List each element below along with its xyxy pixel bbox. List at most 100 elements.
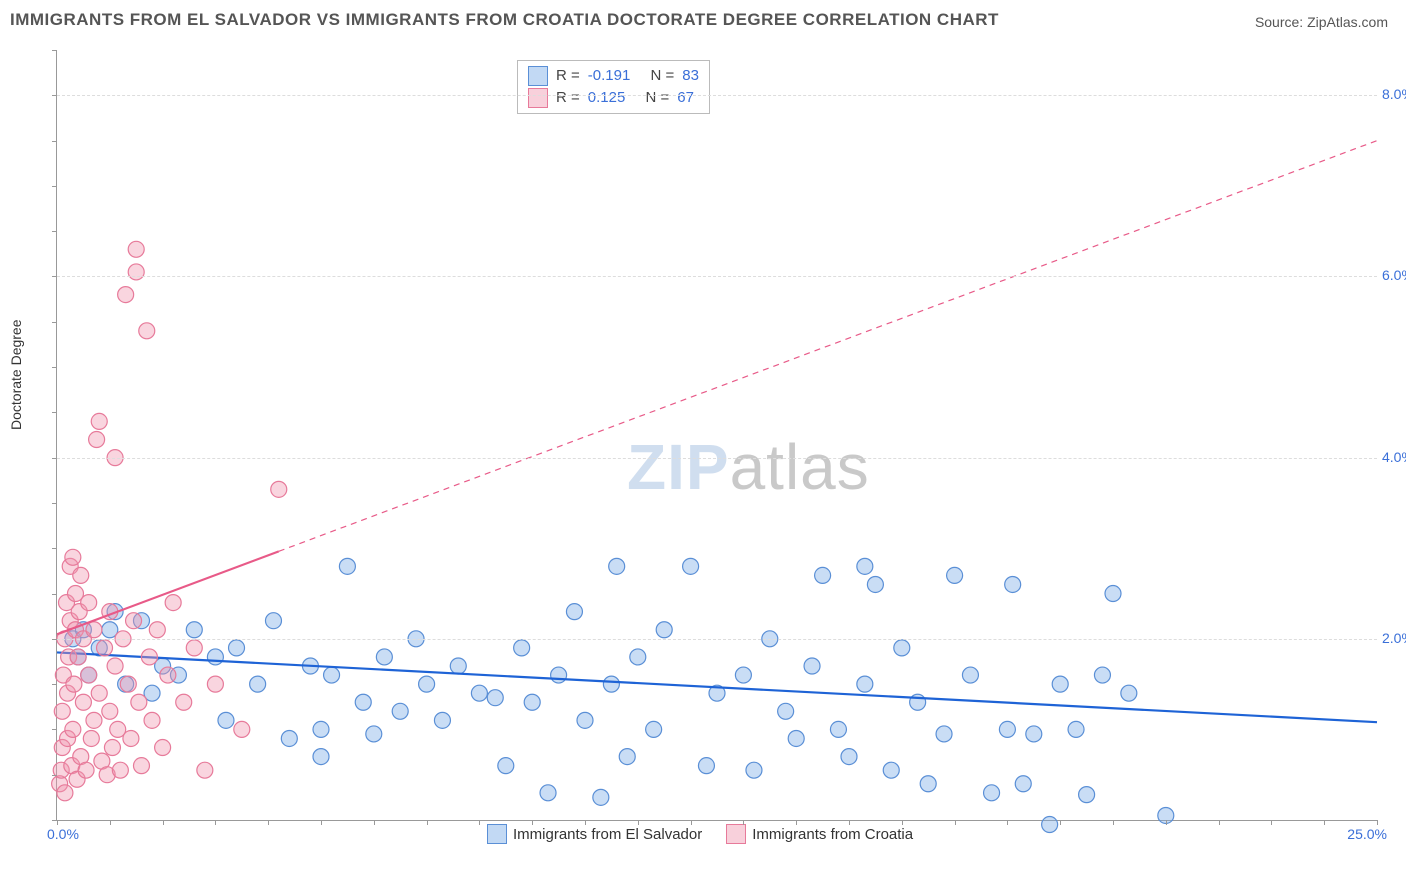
data-point-el_salvador <box>1079 787 1095 803</box>
y-tick-label: 4.0% <box>1382 449 1406 465</box>
data-point-el_salvador <box>804 658 820 674</box>
gridline <box>57 458 1377 459</box>
data-point-croatia <box>149 622 165 638</box>
data-point-croatia <box>65 549 81 565</box>
x-tick-mark <box>427 820 428 825</box>
x-tick-mark <box>1219 820 1220 825</box>
data-point-el_salvador <box>603 676 619 692</box>
data-point-el_salvador <box>498 758 514 774</box>
data-point-el_salvador <box>524 694 540 710</box>
gridline <box>57 639 1377 640</box>
data-point-el_salvador <box>1121 685 1137 701</box>
x-tick-mark <box>902 820 903 825</box>
data-point-croatia <box>65 721 81 737</box>
y-tick-mark <box>52 50 57 51</box>
trendline-croatia <box>57 551 279 634</box>
data-point-el_salvador <box>593 789 609 805</box>
data-point-croatia <box>86 712 102 728</box>
source-label: Source: <box>1255 14 1307 30</box>
x-tick-mark <box>796 820 797 825</box>
data-point-el_salvador <box>830 721 846 737</box>
data-point-el_salvador <box>746 762 762 778</box>
data-point-el_salvador <box>962 667 978 683</box>
y-tick-mark <box>52 231 57 232</box>
y-tick-mark <box>52 141 57 142</box>
x-tick-mark <box>1113 820 1114 825</box>
y-tick-mark <box>52 322 57 323</box>
data-point-el_salvador <box>419 676 435 692</box>
y-tick-mark <box>52 548 57 549</box>
data-point-croatia <box>176 694 192 710</box>
data-point-croatia <box>123 730 139 746</box>
data-point-croatia <box>207 676 223 692</box>
x-tick-mark <box>374 820 375 825</box>
data-point-croatia <box>118 287 134 303</box>
data-point-el_salvador <box>883 762 899 778</box>
x-tick-mark <box>110 820 111 825</box>
data-point-croatia <box>107 658 123 674</box>
data-point-el_salvador <box>857 676 873 692</box>
data-point-croatia <box>144 712 160 728</box>
x-tick-mark <box>268 820 269 825</box>
data-point-el_salvador <box>619 749 635 765</box>
data-point-croatia <box>112 762 128 778</box>
data-point-el_salvador <box>1026 726 1042 742</box>
y-tick-mark <box>52 503 57 504</box>
data-point-croatia <box>73 567 89 583</box>
data-point-croatia <box>234 721 250 737</box>
y-tick-mark <box>52 684 57 685</box>
data-point-el_salvador <box>471 685 487 701</box>
x-tick-mark <box>585 820 586 825</box>
chart-container: { "title": "IMMIGRANTS FROM EL SALVADOR … <box>0 0 1406 892</box>
data-point-croatia <box>81 595 97 611</box>
x-tick-mark <box>1377 820 1378 825</box>
data-point-croatia <box>97 640 113 656</box>
data-point-croatia <box>66 676 82 692</box>
data-point-el_salvador <box>841 749 857 765</box>
y-tick-mark <box>52 458 57 459</box>
y-tick-mark <box>52 639 57 640</box>
data-point-croatia <box>89 432 105 448</box>
data-point-el_salvador <box>656 622 672 638</box>
data-point-el_salvador <box>936 726 952 742</box>
data-point-el_salvador <box>630 649 646 665</box>
x-tick-mark <box>1166 820 1167 825</box>
source-attribution: Source: ZipAtlas.com <box>1255 14 1388 30</box>
y-tick-mark <box>52 729 57 730</box>
data-point-croatia <box>102 703 118 719</box>
x-tick-mark <box>1007 820 1008 825</box>
data-point-el_salvador <box>1105 586 1121 602</box>
data-point-el_salvador <box>698 758 714 774</box>
data-point-el_salvador <box>540 785 556 801</box>
trendline-ext-croatia <box>279 141 1377 552</box>
data-point-el_salvador <box>355 694 371 710</box>
y-tick-label: 2.0% <box>1382 630 1406 646</box>
legend-label-croatia: Immigrants from Croatia <box>752 826 913 843</box>
data-point-el_salvador <box>609 558 625 574</box>
x-tick-mark <box>1060 820 1061 825</box>
data-point-el_salvador <box>867 576 883 592</box>
data-point-el_salvador <box>894 640 910 656</box>
x-tick-mark <box>955 820 956 825</box>
data-point-el_salvador <box>646 721 662 737</box>
data-point-croatia <box>91 413 107 429</box>
x-tick-mark <box>215 820 216 825</box>
data-point-el_salvador <box>1094 667 1110 683</box>
data-point-el_salvador <box>450 658 466 674</box>
x-tick-mark <box>57 820 58 825</box>
data-point-el_salvador <box>577 712 593 728</box>
data-point-croatia <box>128 264 144 280</box>
data-point-el_salvador <box>366 726 382 742</box>
data-point-croatia <box>271 481 287 497</box>
data-point-el_salvador <box>218 712 234 728</box>
y-tick-mark <box>52 367 57 368</box>
data-point-el_salvador <box>250 676 266 692</box>
data-point-croatia <box>54 703 70 719</box>
legend-label-el-salvador: Immigrants from El Salvador <box>513 826 702 843</box>
data-point-el_salvador <box>392 703 408 719</box>
data-point-croatia <box>139 323 155 339</box>
data-point-el_salvador <box>683 558 699 574</box>
data-point-croatia <box>197 762 213 778</box>
data-point-croatia <box>78 762 94 778</box>
y-tick-mark <box>52 775 57 776</box>
